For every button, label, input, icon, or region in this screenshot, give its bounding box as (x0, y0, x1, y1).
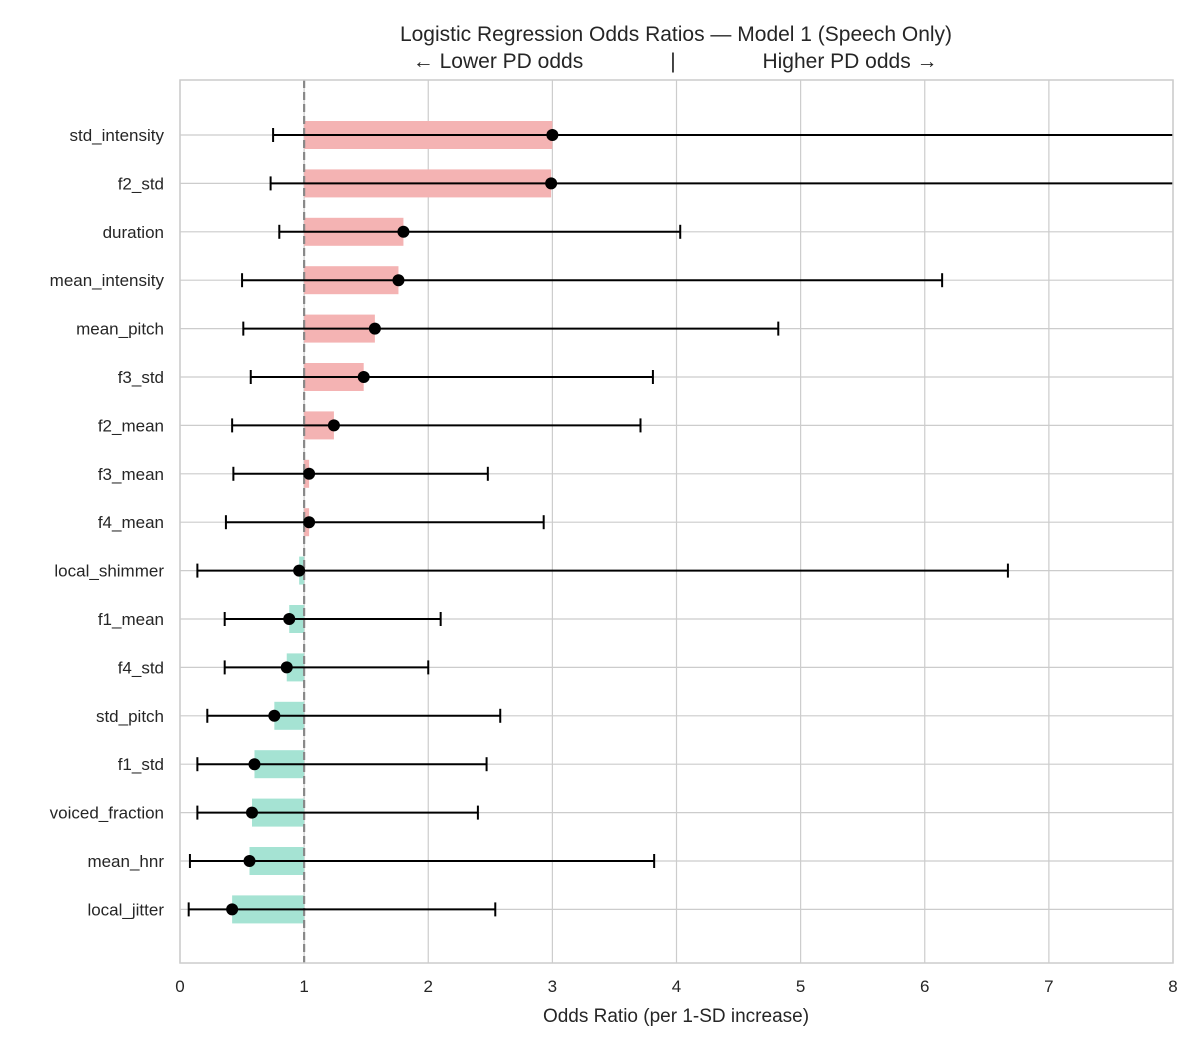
point-f3_mean (303, 467, 316, 480)
point-f1_std (248, 758, 261, 771)
x-tick-label: 8 (1168, 977, 1177, 996)
y-tick-label: f4_mean (98, 513, 164, 532)
point-f3_std (357, 371, 370, 383)
point-mean_intensity (392, 274, 405, 287)
point-local_jitter (226, 903, 239, 916)
point-std_pitch (268, 709, 281, 722)
x-tick-label: 4 (672, 977, 681, 996)
point-std_intensity (546, 129, 559, 141)
x-tick-label: 6 (920, 977, 929, 996)
y-tick-label: f1_mean (98, 610, 164, 629)
points (226, 129, 559, 916)
y-tick-label: duration (103, 223, 164, 242)
y-tick-label: f2_mean (98, 416, 164, 435)
x-tick-label: 1 (299, 977, 308, 996)
error-bars (187, 128, 1173, 917)
x-tick-label: 3 (548, 977, 557, 996)
x-tick-label: 7 (1044, 977, 1053, 996)
point-mean_hnr (243, 855, 256, 867)
y-tick-label: f3_mean (98, 465, 164, 484)
y-tick-label: f1_std (118, 755, 164, 774)
y-tick-label: mean_hnr (87, 852, 164, 871)
point-f2_mean (327, 419, 340, 432)
point-voiced_fraction (245, 806, 258, 819)
x-tick-label: 5 (796, 977, 805, 996)
point-f2_std (545, 177, 558, 190)
y-tick-label: f4_std (118, 658, 164, 677)
y-tick-label: mean_pitch (76, 320, 164, 339)
x-axis-label: Odds Ratio (per 1-SD increase) (543, 1006, 809, 1027)
y-tick-label: std_intensity (70, 126, 165, 145)
y-tick-label: local_shimmer (54, 562, 164, 581)
chart-subtitle-left: ← Lower PD odds (413, 50, 583, 73)
y-tick-label: f2_std (118, 174, 164, 193)
point-f4_std (280, 661, 293, 674)
x-tick-label: 2 (424, 977, 433, 996)
y-tick-label: std_pitch (96, 707, 164, 726)
point-local_shimmer (293, 564, 306, 577)
x-tick-labels: 0 1 2 3 4 5 6 7 8 (175, 977, 1177, 996)
y-tick-label: f3_std (118, 368, 164, 387)
chart-subtitle-separator: | (670, 50, 675, 73)
y-tick-label: voiced_fraction (50, 804, 164, 823)
y-tick-labels: std_intensity f2_std duration mean_intensit… (50, 126, 165, 919)
point-f1_mean (283, 613, 296, 625)
x-tick-label: 0 (175, 977, 184, 996)
point-duration (397, 225, 410, 238)
plot-frame (179, 79, 1174, 964)
chart-subtitle-right: Higher PD odds → (762, 50, 937, 73)
point-mean_pitch (368, 322, 381, 335)
y-tick-label: mean_intensity (50, 271, 165, 290)
y-tick-label: local_jitter (87, 900, 164, 919)
chart-title: Logistic Regression Odds Ratios — Model … (400, 23, 952, 46)
point-f4_mean (303, 516, 316, 529)
